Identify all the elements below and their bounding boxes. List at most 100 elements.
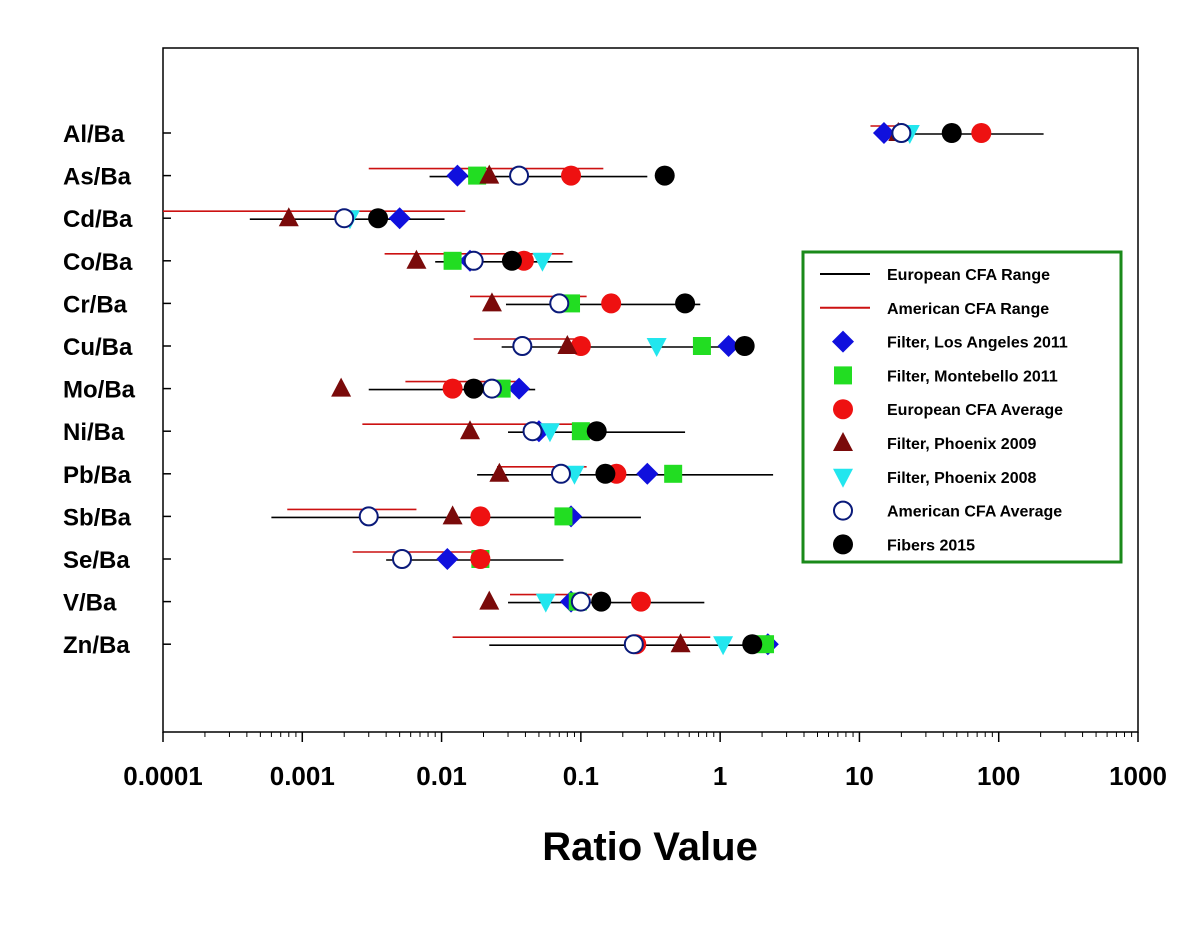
la2011-point — [436, 548, 459, 570]
legend-label: Filter, Los Angeles 2011 — [887, 335, 1068, 352]
mb2011-point — [554, 507, 573, 526]
legend-marker-swatch — [834, 366, 852, 385]
eu_avg-point — [470, 506, 491, 527]
fibers-point — [501, 250, 522, 271]
x-axis-label: Ratio Value — [542, 825, 758, 869]
eu_avg-point — [442, 378, 463, 399]
y-tick-label: Cu/Ba — [63, 334, 133, 361]
ph2009-point — [479, 164, 500, 184]
x-tick-label: 0.01 — [416, 761, 467, 791]
y-tick-label: As/Ba — [63, 164, 132, 191]
y-tick-label: Co/Ba — [63, 249, 133, 276]
am_avg-point — [522, 421, 543, 442]
eu_avg-point — [601, 293, 622, 314]
x-tick-label: 0.1 — [563, 761, 599, 791]
legend-marker-swatch — [833, 399, 853, 420]
fibers-point — [734, 336, 755, 356]
y-tick-label: Cr/Ba — [63, 291, 128, 318]
fibers-point — [586, 421, 607, 442]
legend-label: American CFA Average — [887, 504, 1062, 521]
ph2008-point — [535, 593, 556, 613]
am_avg-point — [550, 463, 571, 484]
ph2009-point — [460, 420, 481, 440]
am_avg-point — [891, 123, 912, 143]
y-tick-label: Zn/Ba — [63, 632, 130, 659]
mb2011-point — [692, 337, 711, 355]
legend-label: European CFA Range — [887, 267, 1050, 284]
fibers-point — [591, 591, 612, 612]
ph2009-point — [278, 207, 299, 227]
y-tick-label: Mo/Ba — [63, 377, 136, 404]
am_avg-point — [392, 549, 413, 569]
la2011-point — [717, 335, 740, 357]
am_avg-point — [463, 250, 484, 271]
ph2008-point — [539, 423, 560, 443]
x-tick-label: 0.0001 — [123, 761, 203, 791]
legend-frame — [801, 250, 1123, 564]
fibers-point — [742, 634, 763, 655]
x-tick-label: 0.001 — [270, 761, 335, 791]
legend-marker-swatch — [833, 534, 853, 555]
legend-label: Filter, Phoenix 2008 — [887, 470, 1037, 487]
ph2009-point — [557, 335, 578, 354]
plot-frame — [162, 47, 1139, 733]
legend-label: Filter, Montebello 2011 — [887, 368, 1058, 385]
fibers-point — [463, 378, 484, 399]
y-tick-label: Se/Ba — [63, 547, 130, 574]
legend-label: American CFA Range — [887, 301, 1049, 318]
la2011-point — [508, 377, 531, 400]
legend-label: Fibers 2015 — [887, 537, 975, 554]
legend: European CFA Range American CFA Range Filt… — [801, 250, 1123, 564]
eu_avg-point — [561, 165, 582, 186]
legend-label: Filter, Phoenix 2009 — [887, 436, 1037, 453]
am_avg-point — [509, 165, 530, 186]
eu_avg-point — [570, 336, 591, 356]
x-tick-label: 1000 — [1109, 761, 1167, 791]
fibers-point — [675, 293, 696, 314]
y-tick-label: Ni/Ba — [63, 419, 125, 446]
fibers-point — [368, 208, 389, 229]
x-tick-label: 100 — [977, 761, 1020, 791]
am_avg-point — [481, 378, 502, 399]
am_avg-point — [512, 336, 533, 356]
ph2009-point — [406, 249, 427, 269]
legend-marker-swatch — [833, 432, 853, 451]
y-tick-label: Al/Ba — [63, 121, 125, 148]
y-tick-label: Sb/Ba — [63, 504, 132, 531]
ph2008-point — [713, 636, 734, 656]
eu_avg-point — [971, 123, 992, 143]
fibers-point — [941, 123, 962, 143]
fibers-point — [595, 463, 616, 484]
mb2011-point — [664, 464, 683, 483]
legend-marker-swatch — [833, 468, 853, 488]
la2011-point — [388, 207, 411, 230]
ph2009-point — [479, 590, 500, 610]
y-axis: Al/Ba As/Ba Cd/Ba Co/Ba Cr/Ba Cu/Ba Mo/Ba Ni/Ba… — [63, 121, 171, 659]
la2011-point — [636, 462, 659, 485]
x-tick-label: 1 — [713, 761, 727, 791]
ph2009-point — [331, 377, 352, 397]
y-tick-label: Cd/Ba — [63, 206, 133, 233]
x-tick-label: 10 — [845, 761, 874, 791]
ph2008-point — [646, 338, 667, 357]
ph2008-point — [532, 252, 553, 272]
legend-marker-swatch — [833, 500, 853, 521]
la2011-point — [446, 164, 469, 187]
am_avg-point — [623, 634, 644, 655]
y-tick-label: V/Ba — [63, 590, 117, 617]
legend-label: European CFA Average — [887, 402, 1063, 419]
ph2009-point — [489, 462, 510, 482]
am_avg-point — [549, 293, 570, 314]
am_avg-point — [358, 506, 379, 527]
data-points — [278, 122, 992, 656]
am_avg-point — [570, 591, 591, 612]
mb2011-point — [443, 251, 462, 270]
x-axis: 0.0001 0.001 0.01 0.1 1 10 100 1000 — [123, 732, 1167, 791]
ph2009-point — [481, 292, 502, 312]
la2011-point — [872, 122, 895, 144]
y-tick-label: Pb/Ba — [63, 462, 132, 489]
mb2011-point — [571, 422, 590, 441]
eu_avg-point — [630, 591, 651, 612]
ph2009-point — [670, 633, 691, 653]
